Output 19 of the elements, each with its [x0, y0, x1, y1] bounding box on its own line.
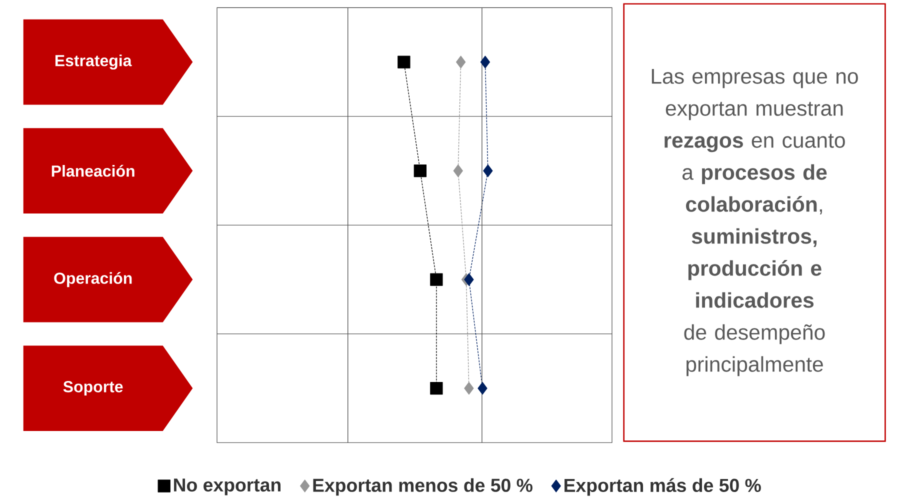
legend-label: No exportan — [174, 478, 280, 496]
legend-label: Exportan más de 50 % — [564, 478, 761, 496]
y-tick-label: Operación — [54, 272, 132, 288]
point — [414, 164, 427, 178]
point — [430, 273, 443, 286]
point — [464, 382, 474, 395]
point — [456, 56, 466, 68]
y-tick-label: Soporte — [63, 381, 123, 396]
point — [464, 273, 474, 286]
point — [453, 164, 463, 178]
point — [480, 56, 490, 68]
point — [483, 164, 493, 178]
legend-label: Exportan menos de 50 % — [313, 478, 532, 496]
point — [430, 382, 443, 395]
point — [478, 382, 488, 395]
y-tick-label: Planeación — [52, 164, 134, 177]
y-tick-label: Estrategia — [55, 54, 132, 70]
point — [398, 56, 410, 68]
text: Las empresas que no exportan muestran rezagos en cuanto a procesos de colaboración, suministros, producción e indicadores de desempeño principalmente — [652, 68, 858, 376]
